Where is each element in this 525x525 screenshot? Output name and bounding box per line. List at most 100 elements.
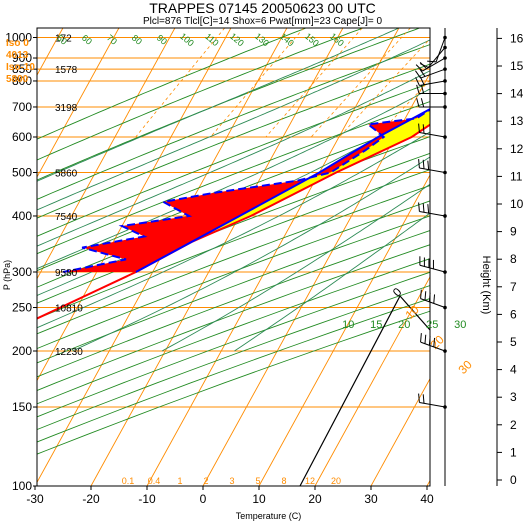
wind-barb bbox=[435, 37, 446, 63]
dry-adiabat-line bbox=[37, 118, 430, 272]
y-axis-label: P (hPa) bbox=[2, 260, 12, 290]
pressure-tick-label: 700 bbox=[12, 100, 32, 114]
height-tick-label: 14 bbox=[510, 87, 524, 101]
wind-barb-feather bbox=[422, 124, 425, 134]
height-tick-label: 12 bbox=[510, 142, 524, 156]
temperature-tick-label: 10 bbox=[252, 492, 266, 506]
wind-barb-feather bbox=[419, 68, 426, 77]
pressure-tick-label: 1000 bbox=[5, 31, 32, 45]
wind-barb-feather bbox=[420, 98, 425, 108]
height-tick-label: 11 bbox=[510, 169, 523, 183]
height-tick-label: 3 bbox=[510, 390, 517, 404]
moist-adiabat-line bbox=[161, 183, 430, 352]
mixing-ratio-line bbox=[265, 28, 363, 138]
height-label: 1578 bbox=[55, 65, 78, 76]
height-tick-label: 5 bbox=[510, 335, 517, 349]
dry-adiabat-label: 140 bbox=[278, 31, 296, 48]
dry-adiabat-label: 110 bbox=[203, 31, 220, 48]
height-tick-label: 10 bbox=[510, 197, 524, 211]
wind-barb-feather bbox=[416, 98, 420, 108]
height-tick-label: 9 bbox=[510, 225, 517, 239]
wind-barb-feather bbox=[418, 393, 420, 403]
dry-adiabat-line bbox=[37, 215, 430, 364]
wind-barb-feather bbox=[422, 159, 425, 169]
height-label: 9580 bbox=[55, 268, 78, 279]
plot-frame bbox=[36, 27, 431, 487]
freezing-level-info: 4013 bbox=[6, 50, 29, 61]
dry-adiabat-label: 150 bbox=[303, 31, 321, 48]
mixing-ratio-label: 1 bbox=[177, 476, 182, 486]
isotherm-line bbox=[37, 28, 232, 382]
dry-adiabat-line bbox=[37, 28, 307, 140]
wind-barb-feather bbox=[420, 84, 425, 94]
wind-barb-feather bbox=[428, 336, 431, 346]
wind-station-dot bbox=[443, 405, 447, 409]
dry-adiabat-line bbox=[37, 185, 430, 335]
temperature-tick-label: 0 bbox=[200, 492, 207, 506]
height-tick-label: 7 bbox=[510, 280, 517, 294]
temperature-profile bbox=[37, 123, 430, 320]
mixing-ratio-line bbox=[339, 38, 430, 138]
dry-adiabat-label: 80 bbox=[130, 33, 144, 47]
dry-adiabat-line bbox=[37, 298, 430, 443]
pressure-tick-label: 600 bbox=[12, 130, 32, 144]
temperature-tick-label: -20 bbox=[82, 492, 100, 506]
parcel-profile bbox=[135, 107, 430, 273]
height-label: 5860 bbox=[55, 169, 78, 180]
chart-subtitle: Plcl=876 Tlcl[C]=14 Shox=6 Pwat[mm]=23 C… bbox=[142, 16, 383, 27]
moist-adiabat-line bbox=[37, 39, 430, 211]
mixing-ratio-label: 0.1 bbox=[122, 476, 135, 486]
pressure-tick-label: 500 bbox=[12, 166, 32, 180]
height-tick-label: 0 bbox=[510, 473, 517, 487]
freezing-level-info: Iso-10 bbox=[6, 62, 35, 73]
temperature-tick-label: 40 bbox=[420, 492, 434, 506]
pressure-tick-label: 150 bbox=[12, 400, 32, 414]
mixing-ratio-label: 20 bbox=[331, 476, 341, 486]
dry-adiabat-line bbox=[37, 136, 430, 288]
wind-barb bbox=[419, 210, 446, 217]
height-label: 7540 bbox=[55, 212, 78, 223]
wind-barb-feather bbox=[420, 289, 422, 299]
wind-station-dot bbox=[443, 349, 447, 353]
isotherm-line bbox=[37, 28, 176, 280]
dry-adiabat-line bbox=[37, 63, 430, 219]
wind-barb-feather bbox=[415, 77, 420, 86]
pressure-tick-label: 900 bbox=[12, 51, 32, 65]
height-label: 172 bbox=[55, 34, 72, 45]
pressure-tick-label: 200 bbox=[12, 344, 32, 358]
wind-barb-feather bbox=[416, 84, 420, 94]
wind-barb-feather bbox=[427, 204, 430, 214]
dry-adiabat-label: 60 bbox=[80, 33, 94, 47]
wind-barb-feather bbox=[424, 334, 427, 344]
wind-barb bbox=[422, 57, 446, 72]
isotherm-line bbox=[90, 28, 344, 486]
wind-barb-feather bbox=[419, 61, 427, 70]
height-tick-label: 2 bbox=[510, 418, 517, 432]
wind-barb-feather bbox=[420, 333, 422, 343]
dry-adiabat-line bbox=[37, 230, 430, 378]
moist-adiabat-line bbox=[234, 212, 430, 352]
isotherm-line bbox=[314, 275, 430, 486]
wind-barb bbox=[420, 298, 446, 308]
chart-title: TRAPPES 07145 20050623 00 UTC bbox=[149, 0, 376, 16]
wind-barb-feather bbox=[427, 60, 437, 63]
mixing-ratio-label: 12 bbox=[305, 476, 315, 486]
moist-adiabat-line bbox=[37, 131, 430, 329]
isotherm-line bbox=[370, 377, 430, 486]
dry-adiabat-label: 50 bbox=[55, 33, 69, 47]
height-axis-label: Height (Km) bbox=[480, 256, 492, 315]
height-tick-label: 1 bbox=[510, 445, 517, 459]
wind-barb-feather bbox=[433, 337, 436, 347]
mixing-ratio-line bbox=[135, 28, 226, 138]
wind-barb bbox=[427, 47, 446, 68]
pressure-tick-label: 400 bbox=[12, 209, 32, 223]
freezing-level-info: 5800 bbox=[6, 74, 29, 85]
wind-barb-feather bbox=[418, 123, 420, 133]
height-tick-label: 6 bbox=[510, 307, 517, 321]
reference-line bbox=[299, 295, 401, 486]
temperature-tick-label: 20 bbox=[308, 492, 322, 506]
dry-adiabat-line bbox=[37, 200, 430, 350]
dry-adiabat-label: 130 bbox=[253, 31, 271, 48]
wind-barb-feather bbox=[414, 70, 421, 79]
moist-adiabat-label: 25 bbox=[426, 319, 438, 331]
